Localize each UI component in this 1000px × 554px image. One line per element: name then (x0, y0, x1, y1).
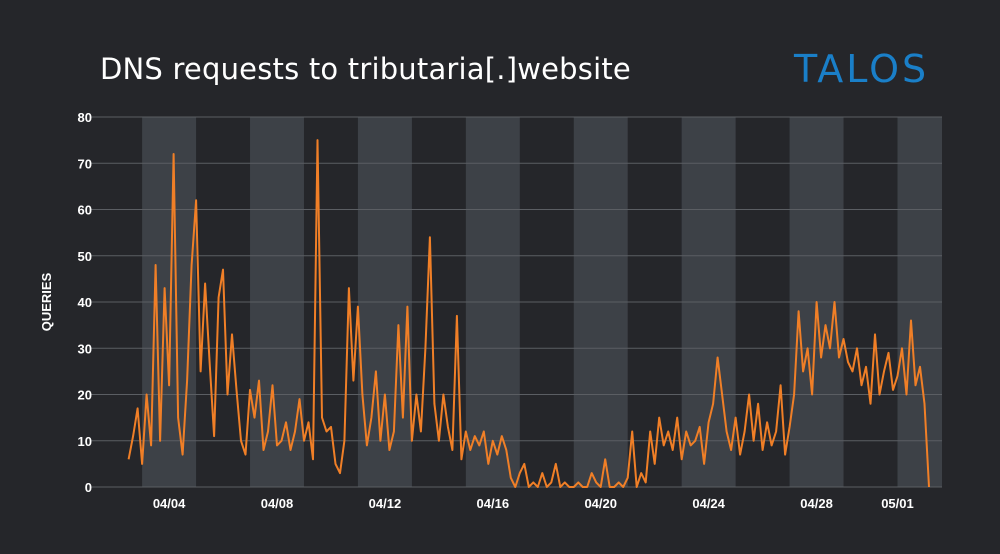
logo-text: TALOS (794, 47, 930, 91)
gridlines (91, 116, 942, 488)
y-axis-label: QUERIES (39, 272, 54, 331)
y-tick-label: 30 (78, 341, 92, 356)
y-tick-label: 70 (78, 156, 92, 171)
series-lines (127, 139, 930, 488)
talos-logo: TALOS (794, 50, 929, 88)
y-tick-label: 40 (78, 295, 92, 310)
y-tick-label: 50 (78, 249, 92, 264)
chart-title: DNS requests to tributaria[.]website (100, 52, 631, 86)
x-tick-label: 04/04 (153, 496, 186, 511)
y-tick-label: 80 (78, 110, 92, 125)
x-tick-label: 04/12 (369, 496, 402, 511)
y-tick-label: 20 (78, 388, 92, 403)
x-tick-labels: 04/04 04/08 04/12 04/16 04/20 04/24 04/28 05/01 (153, 496, 914, 511)
x-tick-label: 04/16 (477, 496, 510, 511)
x-tick-label: 04/08 (261, 496, 294, 511)
y-tick-label: 0 (85, 480, 92, 495)
x-tick-label: 04/24 (692, 496, 725, 511)
y-tick-labels: 0 10 20 30 40 50 60 70 80 (78, 110, 92, 495)
x-tick-label: 05/01 (881, 496, 914, 511)
x-tick-label: 04/20 (584, 496, 617, 511)
series-line-dns-requests (127, 139, 930, 488)
x-tick-label: 04/28 (800, 496, 833, 511)
y-tick-label: 10 (78, 434, 92, 449)
y-tick-label: 60 (78, 203, 92, 218)
